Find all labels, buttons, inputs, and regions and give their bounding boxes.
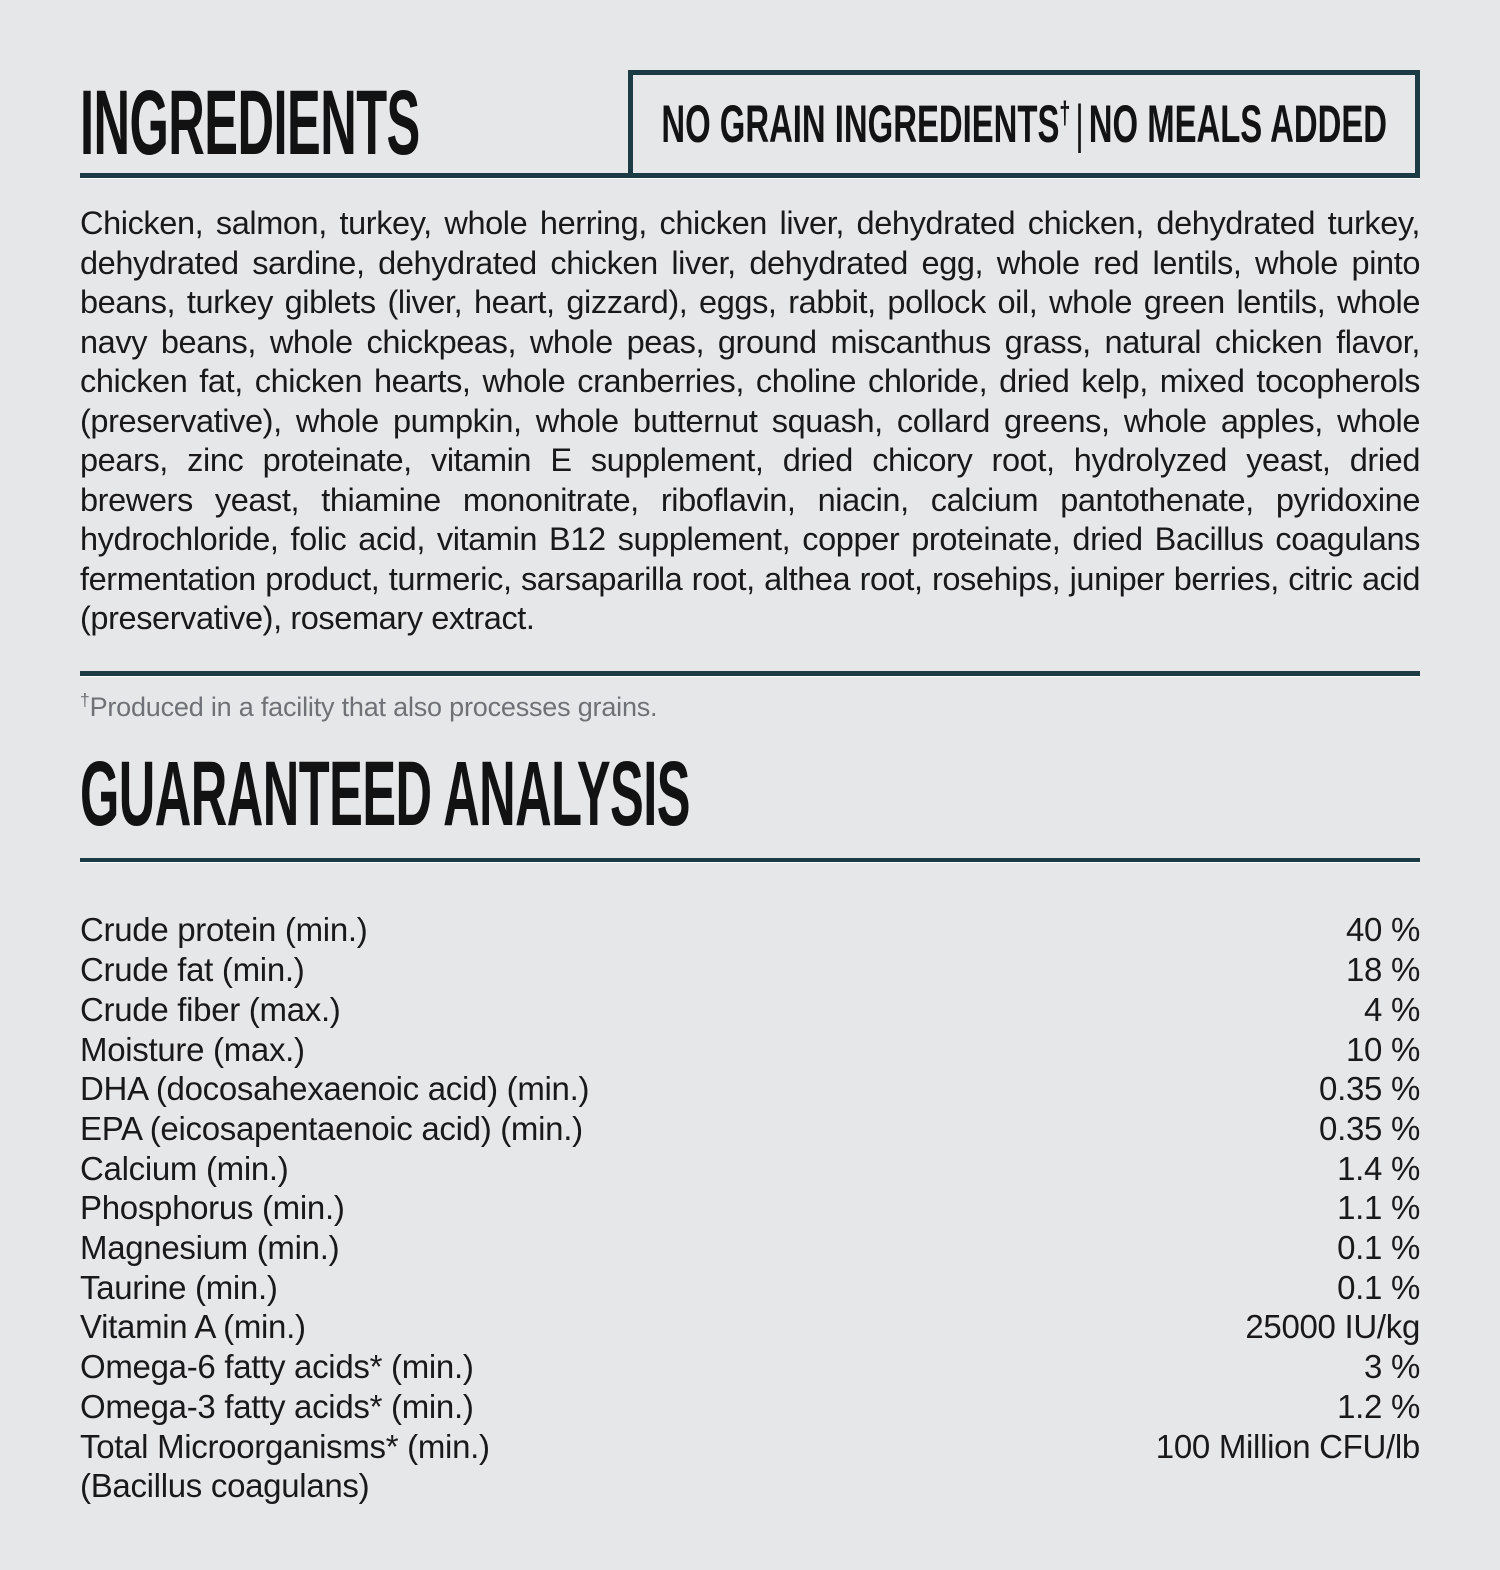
analysis-row: Moisture (max.) 10 %: [80, 1030, 1420, 1070]
analysis-row: Taurine (min.) 0.1 %: [80, 1268, 1420, 1308]
analysis-row-value: 10 %: [1345, 1030, 1420, 1068]
guaranteed-analysis-title: GUARANTEED ANALYSIS: [80, 743, 691, 845]
analysis-row: Omega-6 fatty acids* (min.) 3 %: [80, 1347, 1420, 1387]
analysis-row-value: 25000 IU/kg: [1245, 1308, 1420, 1346]
badge-text-left: NO GRAIN INGREDIENTS: [661, 94, 1060, 154]
ingredients-title-wrap: INGREDIENTS: [80, 76, 420, 173]
analysis-row-value: 3 %: [1364, 1348, 1420, 1386]
analysis-table: Crude protein (min.) 40 % Crude fat (min…: [80, 910, 1420, 1506]
ingredients-title: INGREDIENTS: [80, 71, 420, 174]
analysis-row-value: 0.1 %: [1337, 1268, 1420, 1306]
badge-separator: |: [1075, 94, 1084, 154]
analysis-row-label: Moisture (max.): [80, 1030, 305, 1068]
footnote-text: Produced in a facility that also process…: [89, 692, 658, 722]
analysis-row: Calcium (min.) 1.4 %: [80, 1149, 1420, 1189]
label-page: INGREDIENTS NO GRAIN INGREDIENTS†|NO MEA…: [0, 70, 1500, 1506]
analysis-row: Crude protein (min.) 40 %: [80, 910, 1420, 950]
badge-dagger: †: [1059, 93, 1071, 130]
badge-text-right: NO MEALS ADDED: [1088, 94, 1387, 154]
analysis-row-value: 0.1 %: [1337, 1229, 1420, 1267]
analysis-row-value: 100 Million CFU/lb: [1155, 1427, 1421, 1465]
analysis-row-label: Total Microorganisms* (min.): [80, 1427, 490, 1465]
analysis-row-label: Crude protein (min.): [80, 911, 368, 949]
footnote-dagger: †: [80, 690, 90, 710]
analysis-row-label: Magnesium (min.): [80, 1229, 340, 1267]
analysis-row-label: Crude fat (min.): [80, 951, 305, 989]
analysis-row: EPA (eicosapentaenoic acid) (min.) 0.35 …: [80, 1109, 1420, 1149]
guaranteed-analysis-title-wrap: GUARANTEED ANALYSIS: [80, 748, 691, 858]
analysis-row-value: 18 %: [1345, 951, 1420, 989]
analysis-row-value: 40 %: [1345, 911, 1420, 949]
analysis-row-label: Vitamin A (min.): [80, 1308, 306, 1346]
analysis-row-value: 1.4 %: [1337, 1149, 1420, 1187]
analysis-row-value: 0.35 %: [1319, 1109, 1420, 1147]
analysis-row: Vitamin A (min.) 25000 IU/kg: [80, 1307, 1420, 1347]
guaranteed-analysis-header: GUARANTEED ANALYSIS: [80, 748, 1420, 863]
analysis-row-label: Omega-3 fatty acids* (min.): [80, 1387, 474, 1425]
analysis-row: Omega-3 fatty acids* (min.) 1.2 %: [80, 1387, 1420, 1427]
analysis-row-label: EPA (eicosapentaenoic acid) (min.): [80, 1109, 583, 1147]
analysis-row-label: Calcium (min.): [80, 1149, 289, 1187]
analysis-row: (Bacillus coagulans): [80, 1466, 1420, 1506]
no-grain-badge: NO GRAIN INGREDIENTS†|NO MEALS ADDED: [628, 70, 1420, 178]
analysis-row: Total Microorganisms* (min.) 100 Million…: [80, 1427, 1420, 1467]
no-grain-badge-text: NO GRAIN INGREDIENTS†|NO MEALS ADDED: [661, 94, 1387, 155]
analysis-row: Crude fat (min.) 18 %: [80, 950, 1420, 990]
analysis-row-value: 0.35 %: [1319, 1070, 1420, 1108]
analysis-row-label: Crude fiber (max.): [80, 990, 341, 1028]
analysis-row-label: Taurine (min.): [80, 1268, 278, 1306]
ingredients-divider: [80, 671, 1420, 676]
analysis-row-value: 1.1 %: [1337, 1189, 1420, 1227]
analysis-row-label: DHA (docosahexaenoic acid) (min.): [80, 1070, 590, 1108]
ingredients-paragraph: Chicken, salmon, turkey, whole herring, …: [80, 205, 1420, 636]
analysis-row-value: 4 %: [1364, 990, 1420, 1028]
ingredients-header: INGREDIENTS NO GRAIN INGREDIENTS†|NO MEA…: [80, 70, 1420, 178]
analysis-row: DHA (docosahexaenoic acid) (min.) 0.35 %: [80, 1069, 1420, 1109]
analysis-row-label: Omega-6 fatty acids* (min.): [80, 1348, 474, 1386]
analysis-row: Crude fiber (max.) 4 %: [80, 990, 1420, 1030]
analysis-row-value: 1.2 %: [1337, 1387, 1420, 1425]
analysis-row-label: (Bacillus coagulans): [80, 1467, 370, 1505]
analysis-row: Magnesium (min.) 0.1 %: [80, 1228, 1420, 1268]
facility-footnote: †Produced in a facility that also proces…: [80, 690, 1420, 723]
analysis-row: Phosphorus (min.) 1.1 %: [80, 1188, 1420, 1228]
analysis-row-label: Phosphorus (min.): [80, 1189, 345, 1227]
